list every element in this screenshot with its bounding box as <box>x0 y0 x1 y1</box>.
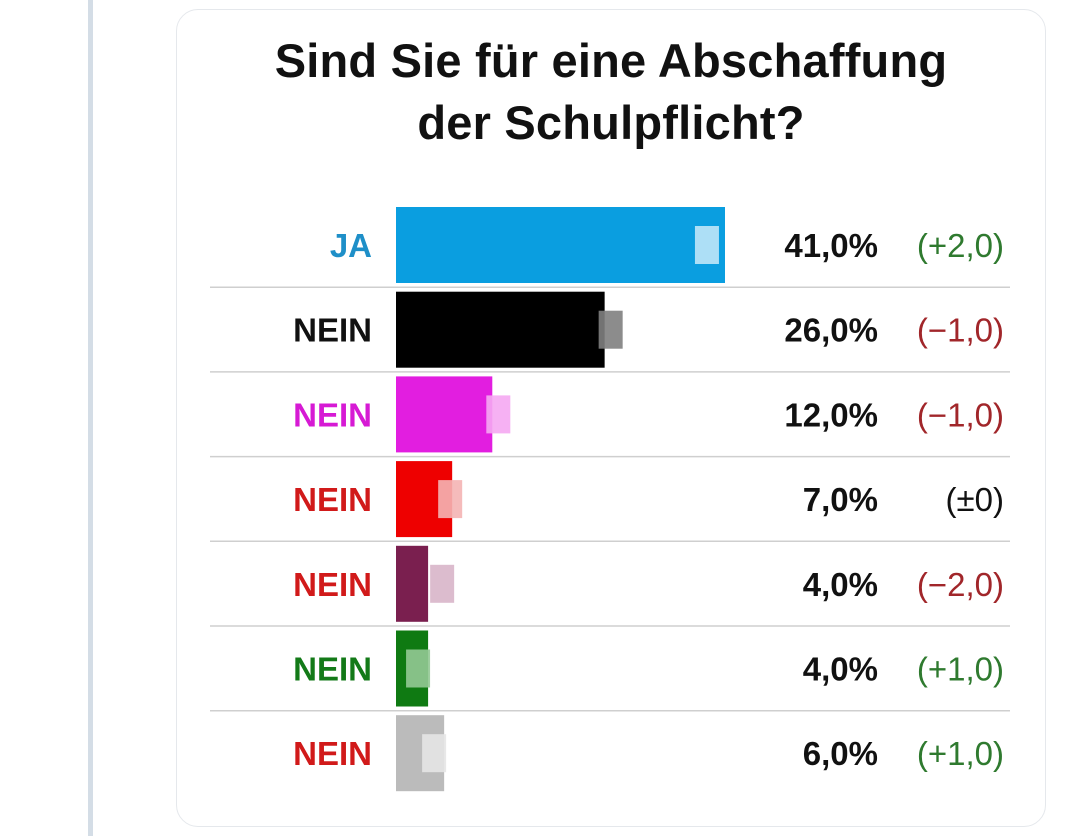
change-label-6: (+1,0) <box>917 651 1004 688</box>
change-label-2: (−1,0) <box>917 312 1004 349</box>
previous-value-marker-5 <box>430 564 455 603</box>
category-label-7: NEIN <box>293 735 372 772</box>
category-label-4: NEIN <box>293 481 372 518</box>
change-label-1: (+2,0) <box>917 227 1004 264</box>
change-label-7: (+1,0) <box>917 735 1004 772</box>
previous-value-marker-7 <box>422 734 447 773</box>
chart-title-line-2: der Schulpflicht? <box>417 96 805 149</box>
category-label-6: NEIN <box>293 651 372 688</box>
previous-value-marker-1 <box>694 226 719 264</box>
category-label-3: NEIN <box>293 396 372 433</box>
poll-card <box>176 9 1046 827</box>
previous-value-marker-2 <box>598 310 623 349</box>
chart-title: Sind Sie für eine Abschaffung der Schulp… <box>176 30 1046 154</box>
category-label-1: JA <box>330 227 372 264</box>
previous-value-marker-6 <box>406 649 431 688</box>
value-label-2: 26,0% <box>784 312 878 349</box>
previous-value-marker-3 <box>486 395 511 434</box>
change-label-4: (±0) <box>946 481 1004 518</box>
bar-1 <box>396 207 725 283</box>
bar-5 <box>396 545 429 622</box>
category-label-2: NEIN <box>293 312 372 349</box>
change-label-5: (−2,0) <box>917 566 1004 603</box>
value-label-6: 4,0% <box>803 651 878 688</box>
bar-2 <box>396 291 605 368</box>
value-label-7: 6,0% <box>803 735 878 772</box>
previous-value-marker-4 <box>438 480 463 519</box>
value-label-5: 4,0% <box>803 566 878 603</box>
value-label-3: 12,0% <box>784 396 878 433</box>
chart-title-line-1: Sind Sie für eine Abschaffung <box>274 34 948 87</box>
value-label-4: 7,0% <box>803 481 878 518</box>
category-label-5: NEIN <box>293 566 372 603</box>
value-label-1: 41,0% <box>784 227 878 264</box>
thread-line <box>88 0 93 836</box>
bar-3 <box>396 376 493 453</box>
change-label-3: (−1,0) <box>917 396 1004 433</box>
